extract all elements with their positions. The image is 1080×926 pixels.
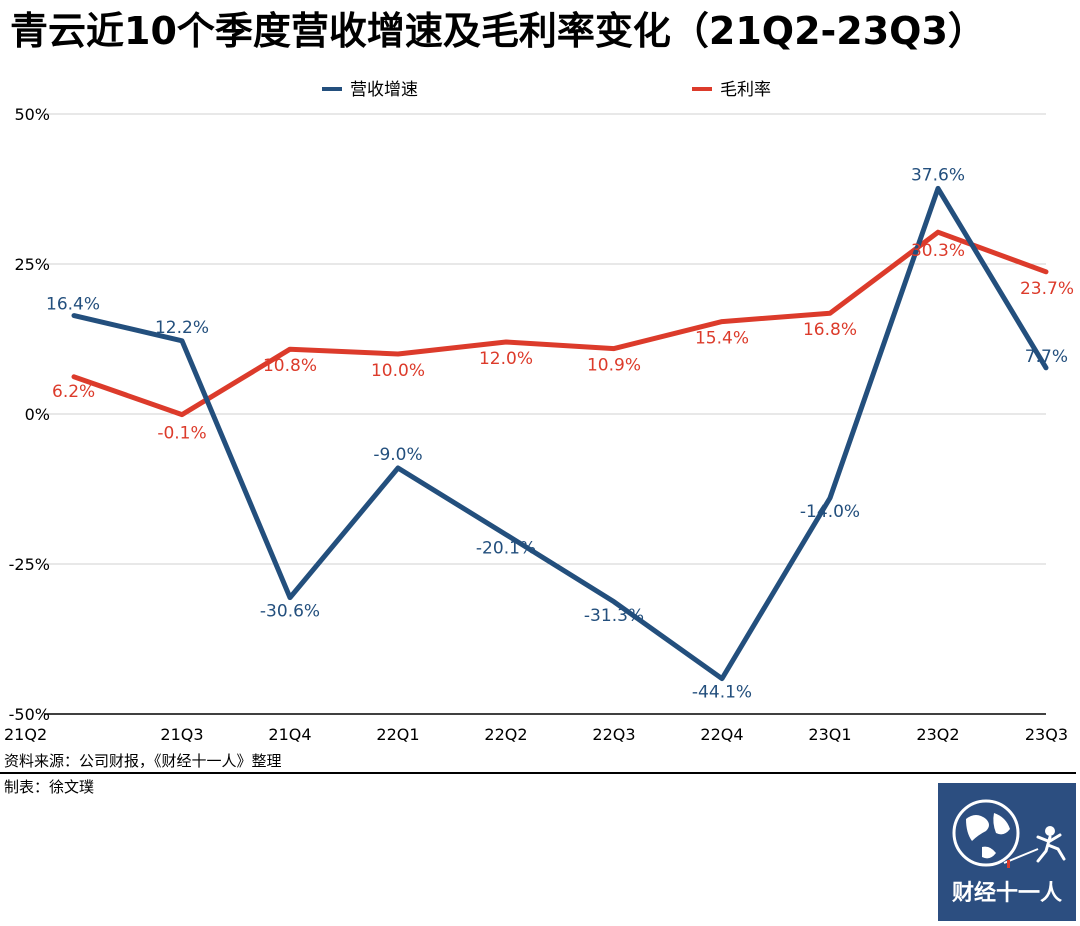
- x-tick-label: 22Q2: [484, 725, 527, 744]
- revenue-data-label: -44.1%: [692, 683, 752, 703]
- revenue-data-label: -30.6%: [260, 602, 320, 622]
- margin-data-label: 16.8%: [803, 320, 857, 340]
- y-tick-label: 50%: [14, 105, 50, 124]
- revenue-data-label: 7.7%: [1025, 347, 1068, 367]
- y-axis: 50% 25% 0% -25% -50%: [9, 105, 50, 724]
- source-note: 资料来源：公司财报，《财经十一人》整理: [4, 752, 282, 770]
- x-tick-label: 22Q3: [592, 725, 635, 744]
- y-tick-label: -50%: [9, 705, 50, 724]
- margin-data-label: 10.8%: [263, 356, 317, 376]
- margin-data-label: 12.0%: [479, 349, 533, 369]
- x-tick-label: 21Q2: [4, 725, 47, 744]
- legend-label: 营收增速: [350, 80, 418, 100]
- page-title: 青云近10个季度营收增速及毛利率变化（21Q2-23Q3）: [10, 9, 986, 53]
- margin-data-label: 6.2%: [52, 382, 95, 402]
- data-labels: 16.4% 12.2% -30.6% -9.0% -20.1% -31.3% -44.1% -…: [46, 165, 1074, 702]
- x-tick-label: 23Q2: [916, 725, 959, 744]
- margin-data-label: 10.0%: [371, 361, 425, 381]
- legend: 营收增速 毛利率: [322, 80, 771, 100]
- footer-divider: [0, 772, 1076, 774]
- gross-margin-line: [71, 229, 1049, 418]
- revenue-data-label: -20.1%: [476, 539, 536, 559]
- revenue-data-label: -9.0%: [373, 445, 422, 465]
- margin-data-label: 23.7%: [1020, 279, 1074, 299]
- x-tick-label: 23Q1: [808, 725, 851, 744]
- x-axis: 21Q2 21Q3 21Q4 22Q1 22Q2 22Q3 22Q4 23Q1 23Q2 23Q3: [4, 725, 1068, 744]
- x-tick-label: 21Q3: [160, 725, 203, 744]
- globe-runner-icon: [952, 799, 1066, 868]
- y-tick-label: 0%: [25, 405, 50, 424]
- y-tick-label: 25%: [14, 255, 50, 274]
- revenue-data-label: 12.2%: [155, 318, 209, 338]
- legend-label: 毛利率: [720, 80, 771, 100]
- x-tick-label: 22Q4: [700, 725, 743, 744]
- x-tick-label: 23Q3: [1025, 725, 1068, 744]
- margin-data-label: 10.9%: [587, 356, 641, 376]
- series-lines: [71, 185, 1049, 682]
- author-note: 制表：徐文璞: [4, 778, 95, 796]
- margin-data-label: 30.3%: [911, 241, 965, 261]
- x-tick-label: 22Q1: [376, 725, 419, 744]
- x-tick-label: 21Q4: [268, 725, 311, 744]
- y-tick-label: -25%: [9, 555, 50, 574]
- revenue-growth-line: [71, 185, 1049, 682]
- revenue-data-label: -31.3%: [584, 606, 644, 626]
- revenue-data-label: -14.0%: [800, 502, 860, 522]
- revenue-data-label: 16.4%: [46, 295, 100, 315]
- margin-data-label: 15.4%: [695, 329, 749, 349]
- revenue-data-label: 37.6%: [911, 165, 965, 185]
- grid-lines: [44, 113, 1046, 715]
- line-chart: 50% 25% 0% -25% -50% 21Q2 21Q3 21Q4 22Q1 22Q2 22Q…: [4, 80, 1074, 744]
- brand-logo-text: 财经十一人: [951, 881, 1062, 906]
- margin-data-label: -0.1%: [157, 424, 206, 444]
- brand-logo: 财经十一人: [938, 783, 1076, 921]
